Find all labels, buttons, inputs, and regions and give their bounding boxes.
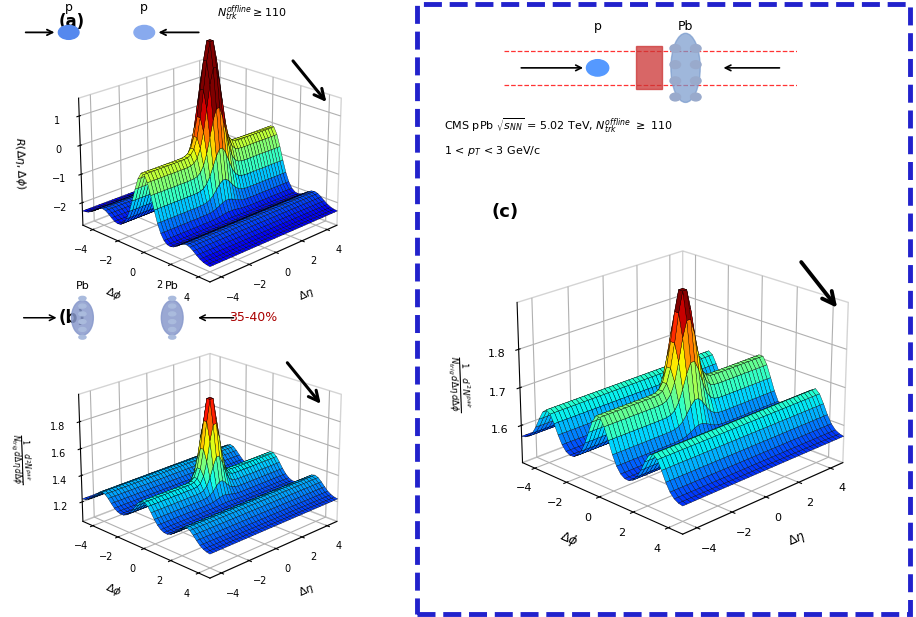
Text: $N_{trk}^{offline} \geq 110$: $N_{trk}^{offline} \geq 110$	[217, 3, 288, 23]
Ellipse shape	[161, 300, 183, 335]
Y-axis label: $\Delta\phi$: $\Delta\phi$	[103, 581, 124, 600]
Circle shape	[586, 60, 609, 76]
Circle shape	[59, 25, 79, 39]
Circle shape	[670, 93, 681, 101]
Circle shape	[169, 296, 176, 300]
Y-axis label: $\Delta\phi$: $\Delta\phi$	[557, 527, 581, 550]
Text: Pb: Pb	[75, 281, 90, 291]
Text: (c): (c)	[492, 202, 518, 221]
X-axis label: $\Delta\eta$: $\Delta\eta$	[297, 581, 317, 600]
X-axis label: $\Delta\eta$: $\Delta\eta$	[785, 528, 808, 550]
Circle shape	[79, 304, 86, 308]
Text: p: p	[140, 1, 148, 14]
Circle shape	[670, 60, 681, 68]
Circle shape	[79, 320, 86, 323]
Text: Pb: Pb	[678, 20, 693, 33]
Circle shape	[79, 335, 86, 339]
Circle shape	[691, 44, 701, 52]
Circle shape	[169, 335, 176, 339]
Circle shape	[670, 44, 681, 52]
Circle shape	[691, 60, 701, 68]
Circle shape	[670, 77, 681, 85]
Text: p: p	[65, 1, 72, 14]
Text: p: p	[594, 20, 602, 33]
Circle shape	[134, 25, 155, 39]
Circle shape	[79, 328, 86, 331]
Circle shape	[79, 296, 86, 300]
Text: 35-40%: 35-40%	[229, 311, 277, 324]
Ellipse shape	[671, 33, 700, 102]
Text: 1 < $p_T$ < 3 GeV/c: 1 < $p_T$ < 3 GeV/c	[444, 144, 541, 158]
Circle shape	[169, 312, 176, 316]
Circle shape	[79, 312, 86, 316]
X-axis label: $\Delta\eta$: $\Delta\eta$	[297, 284, 317, 304]
Ellipse shape	[71, 300, 93, 335]
Circle shape	[169, 320, 176, 323]
Circle shape	[169, 304, 176, 308]
Text: (a): (a)	[59, 14, 84, 31]
Y-axis label: $\Delta\phi$: $\Delta\phi$	[103, 284, 124, 304]
Circle shape	[691, 93, 701, 101]
Text: Pb: Pb	[165, 281, 180, 291]
Text: CMS pPb $\sqrt{s_{NN}}$ = 5.02 TeV, $N_{trk}^{offline}$ $\geq$ 110: CMS pPb $\sqrt{s_{NN}}$ = 5.02 TeV, $N_{…	[444, 117, 673, 135]
Bar	[636, 46, 662, 89]
Circle shape	[169, 328, 176, 331]
Text: (b): (b)	[59, 310, 85, 328]
Circle shape	[691, 77, 701, 85]
